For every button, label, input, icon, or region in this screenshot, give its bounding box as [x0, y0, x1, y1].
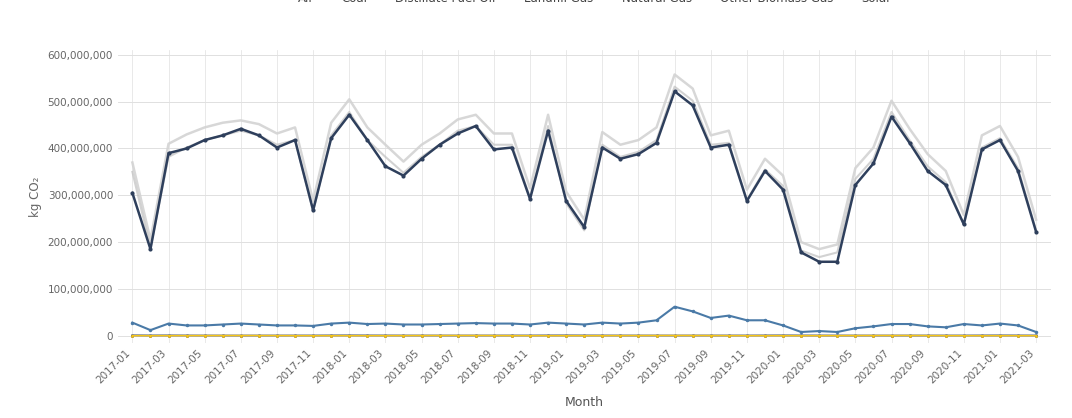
Legend: All, Coal, Distillate Fuel Oil, Landfill Gas, Natural Gas, Other Biomass Gas, So: All, Coal, Distillate Fuel Oil, Landfill…: [277, 0, 892, 5]
X-axis label: Month: Month: [565, 397, 604, 410]
Y-axis label: kg CO₂: kg CO₂: [29, 176, 42, 217]
